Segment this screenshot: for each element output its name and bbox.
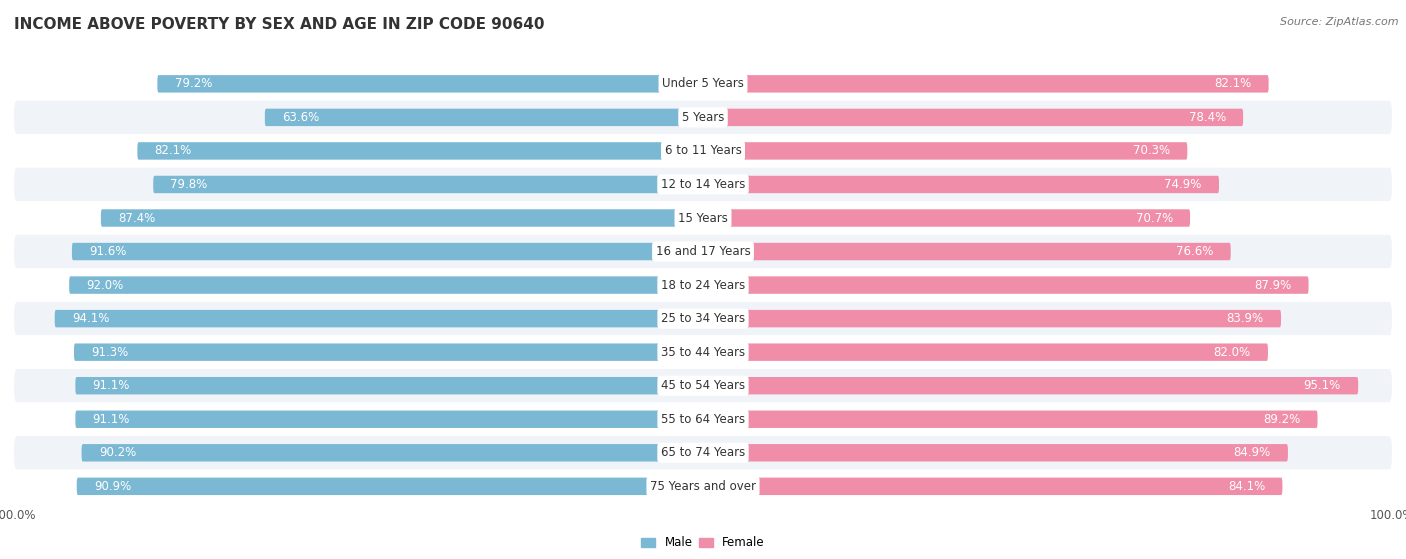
FancyBboxPatch shape bbox=[101, 209, 703, 227]
FancyBboxPatch shape bbox=[76, 410, 703, 428]
Text: 25 to 34 Years: 25 to 34 Years bbox=[661, 312, 745, 325]
Text: 92.0%: 92.0% bbox=[86, 278, 124, 292]
FancyBboxPatch shape bbox=[72, 243, 703, 260]
FancyBboxPatch shape bbox=[703, 410, 1317, 428]
Text: 83.9%: 83.9% bbox=[1226, 312, 1264, 325]
Text: INCOME ABOVE POVERTY BY SEX AND AGE IN ZIP CODE 90640: INCOME ABOVE POVERTY BY SEX AND AGE IN Z… bbox=[14, 17, 544, 32]
Text: 91.3%: 91.3% bbox=[91, 345, 128, 359]
FancyBboxPatch shape bbox=[14, 436, 1392, 470]
FancyBboxPatch shape bbox=[14, 67, 1392, 101]
FancyBboxPatch shape bbox=[153, 176, 703, 193]
Text: Source: ZipAtlas.com: Source: ZipAtlas.com bbox=[1281, 17, 1399, 27]
Text: 74.9%: 74.9% bbox=[1164, 178, 1202, 191]
FancyBboxPatch shape bbox=[264, 108, 703, 126]
Text: 90.9%: 90.9% bbox=[94, 480, 131, 493]
Text: 87.4%: 87.4% bbox=[118, 211, 155, 225]
Text: 90.2%: 90.2% bbox=[98, 446, 136, 459]
Text: 6 to 11 Years: 6 to 11 Years bbox=[665, 144, 741, 158]
Text: 70.7%: 70.7% bbox=[1136, 211, 1173, 225]
Text: 82.1%: 82.1% bbox=[1215, 77, 1251, 91]
FancyBboxPatch shape bbox=[14, 369, 1392, 402]
Text: 91.6%: 91.6% bbox=[89, 245, 127, 258]
FancyBboxPatch shape bbox=[703, 176, 1219, 193]
Text: 35 to 44 Years: 35 to 44 Years bbox=[661, 345, 745, 359]
FancyBboxPatch shape bbox=[703, 444, 1288, 462]
Text: 16 and 17 Years: 16 and 17 Years bbox=[655, 245, 751, 258]
FancyBboxPatch shape bbox=[77, 477, 703, 495]
FancyBboxPatch shape bbox=[14, 335, 1392, 369]
FancyBboxPatch shape bbox=[75, 343, 703, 361]
FancyBboxPatch shape bbox=[14, 470, 1392, 503]
FancyBboxPatch shape bbox=[703, 108, 1243, 126]
Text: 45 to 54 Years: 45 to 54 Years bbox=[661, 379, 745, 392]
Text: 84.1%: 84.1% bbox=[1227, 480, 1265, 493]
FancyBboxPatch shape bbox=[76, 377, 703, 395]
FancyBboxPatch shape bbox=[703, 310, 1281, 328]
FancyBboxPatch shape bbox=[14, 101, 1392, 134]
FancyBboxPatch shape bbox=[703, 477, 1282, 495]
FancyBboxPatch shape bbox=[703, 75, 1268, 93]
Text: 87.9%: 87.9% bbox=[1254, 278, 1291, 292]
FancyBboxPatch shape bbox=[138, 142, 703, 160]
FancyBboxPatch shape bbox=[14, 402, 1392, 436]
Text: 63.6%: 63.6% bbox=[283, 111, 319, 124]
Text: 5 Years: 5 Years bbox=[682, 111, 724, 124]
Legend: Male, Female: Male, Female bbox=[637, 532, 769, 554]
Text: 18 to 24 Years: 18 to 24 Years bbox=[661, 278, 745, 292]
Text: 55 to 64 Years: 55 to 64 Years bbox=[661, 413, 745, 426]
FancyBboxPatch shape bbox=[703, 276, 1309, 294]
FancyBboxPatch shape bbox=[157, 75, 703, 93]
FancyBboxPatch shape bbox=[14, 201, 1392, 235]
Text: 75 Years and over: 75 Years and over bbox=[650, 480, 756, 493]
FancyBboxPatch shape bbox=[14, 168, 1392, 201]
Text: 84.9%: 84.9% bbox=[1233, 446, 1271, 459]
FancyBboxPatch shape bbox=[703, 377, 1358, 395]
FancyBboxPatch shape bbox=[14, 268, 1392, 302]
Text: 65 to 74 Years: 65 to 74 Years bbox=[661, 446, 745, 459]
FancyBboxPatch shape bbox=[82, 444, 703, 462]
Text: 95.1%: 95.1% bbox=[1303, 379, 1341, 392]
Text: 91.1%: 91.1% bbox=[93, 413, 129, 426]
FancyBboxPatch shape bbox=[14, 302, 1392, 335]
Text: 70.3%: 70.3% bbox=[1133, 144, 1170, 158]
FancyBboxPatch shape bbox=[14, 235, 1392, 268]
FancyBboxPatch shape bbox=[55, 310, 703, 328]
FancyBboxPatch shape bbox=[14, 134, 1392, 168]
Text: 76.6%: 76.6% bbox=[1177, 245, 1213, 258]
Text: 94.1%: 94.1% bbox=[72, 312, 110, 325]
Text: 82.1%: 82.1% bbox=[155, 144, 191, 158]
FancyBboxPatch shape bbox=[69, 276, 703, 294]
Text: 78.4%: 78.4% bbox=[1188, 111, 1226, 124]
Text: 15 Years: 15 Years bbox=[678, 211, 728, 225]
Text: 79.8%: 79.8% bbox=[170, 178, 208, 191]
Text: 91.1%: 91.1% bbox=[93, 379, 129, 392]
FancyBboxPatch shape bbox=[703, 142, 1187, 160]
Text: 89.2%: 89.2% bbox=[1263, 413, 1301, 426]
FancyBboxPatch shape bbox=[703, 343, 1268, 361]
Text: 79.2%: 79.2% bbox=[174, 77, 212, 91]
FancyBboxPatch shape bbox=[703, 243, 1230, 260]
Text: 12 to 14 Years: 12 to 14 Years bbox=[661, 178, 745, 191]
FancyBboxPatch shape bbox=[703, 209, 1189, 227]
Text: Under 5 Years: Under 5 Years bbox=[662, 77, 744, 91]
Text: 82.0%: 82.0% bbox=[1213, 345, 1251, 359]
